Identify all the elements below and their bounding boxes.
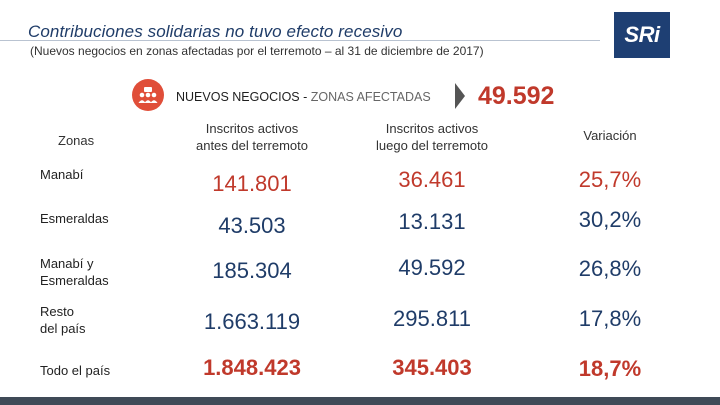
- row-label-line1: Resto: [40, 304, 74, 319]
- title-divider: [0, 40, 600, 41]
- header-luego-line2: luego del terremoto: [375, 138, 488, 153]
- cell-variacion-manabi: 25,7%: [578, 167, 642, 192]
- footer-bar: [0, 397, 720, 405]
- cell-luego-todo: 345.403: [392, 355, 472, 380]
- banner-label: NUEVOS NEGOCIOS - ZONAS AFECTADAS: [176, 90, 431, 104]
- cell-variacion-resto: 17,8%: [578, 306, 642, 331]
- cell-variacion-esmeraldas: 30,2%: [578, 207, 642, 232]
- banner-label-bold: NUEVOS NEGOCIOS -: [176, 90, 308, 104]
- row-label-line1: Todo el país: [40, 363, 111, 378]
- header-zonas: Zonas: [58, 133, 95, 148]
- row-label-todo: Todo el país: [40, 362, 110, 379]
- cell-antes-resto: 1.663.119: [203, 309, 301, 334]
- header-antes: Inscritos activos antes del terremoto: [170, 120, 334, 154]
- row-label-line1: Manabí: [40, 167, 84, 182]
- header-luego-line1: Inscritos activos: [385, 121, 479, 136]
- header-luego: Inscritos activos luego del terremoto: [350, 120, 514, 154]
- cell-luego-resto: 295.811: [393, 306, 471, 331]
- arrow-right-icon: [455, 83, 465, 109]
- cell-variacion-manabi-esmeraldas: 26,8%: [578, 256, 642, 281]
- header: Contribuciones solidarias no tuvo efecto…: [0, 0, 720, 72]
- sri-logo: SRi: [614, 12, 670, 58]
- header-antes-line1: Inscritos activos: [205, 121, 299, 136]
- banner-total: 49.592: [478, 82, 555, 110]
- row-label-manabi-esmeraldas: Manabí y Esmeraldas: [40, 255, 109, 289]
- cell-luego-manabi: 36.461: [398, 167, 466, 192]
- cell-antes-manabi-esmeraldas: 185.304: [212, 258, 292, 283]
- cell-luego-manabi-esmeraldas: 49.592: [398, 255, 466, 280]
- page-subtitle: (Nuevos negocios en zonas afectadas por …: [30, 44, 484, 58]
- row-label-line1: Manabí y: [40, 256, 94, 271]
- header-variacion: Variación: [583, 128, 637, 143]
- row-label-esmeraldas: Esmeraldas: [40, 210, 109, 227]
- row-label-line2: Esmeraldas: [40, 273, 109, 288]
- cell-antes-manabi: 141.801: [212, 171, 292, 196]
- row-label-line2: del país: [40, 321, 86, 336]
- header-antes-line2: antes del terremoto: [195, 138, 308, 153]
- row-label-resto: Resto del país: [40, 303, 86, 337]
- new-businesses-banner: NUEVOS NEGOCIOS - ZONAS AFECTADAS 49.592: [128, 78, 568, 114]
- page-title: Contribuciones solidarias no tuvo efecto…: [28, 22, 403, 41]
- cell-variacion-todo: 18,7%: [578, 356, 642, 381]
- banner-label-light: ZONAS AFECTADAS: [307, 90, 431, 104]
- business-people-icon: [132, 79, 164, 111]
- cell-antes-todo: 1.848.423: [203, 355, 301, 380]
- row-label-line1: Esmeraldas: [40, 211, 109, 226]
- cell-luego-esmeraldas: 13.131: [398, 209, 466, 234]
- cell-antes-esmeraldas: 43.503: [218, 213, 286, 238]
- row-label-manabi: Manabí: [40, 166, 83, 183]
